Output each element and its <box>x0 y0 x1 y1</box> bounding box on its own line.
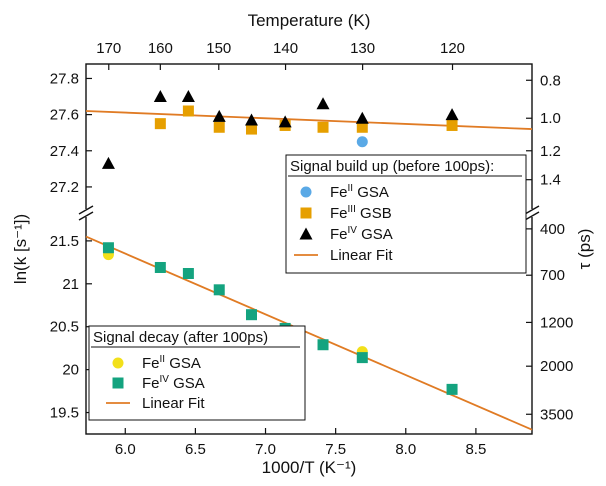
legend-label: FeII GSA <box>330 183 389 201</box>
left-axis: 27.8 27.6 27.4 27.2 21.5 21 20.5 20 19.5 <box>50 70 92 422</box>
square-point <box>182 105 194 117</box>
legend-title: Signal build up (before 100ps): <box>290 158 494 175</box>
legend-marker-swatch <box>112 357 124 369</box>
square-point <box>213 284 225 296</box>
y-tick-label: 27.6 <box>50 107 79 124</box>
square-point <box>446 119 458 131</box>
tau-tick-label: 2000 <box>540 358 573 375</box>
square-point <box>446 383 458 395</box>
top-tick-label: 170 <box>96 40 121 57</box>
tau-tick-label: 1.4 <box>540 172 561 189</box>
legend-label: FeIII GSB <box>330 204 392 222</box>
y-tick-label: 19.5 <box>50 405 79 422</box>
y-tick-label: 27.2 <box>50 179 79 196</box>
legend-entry: FeII GSA <box>300 183 389 201</box>
square-point <box>102 242 114 254</box>
square-point <box>154 118 166 130</box>
square-point <box>245 123 257 135</box>
y-tick-label: 27.4 <box>50 143 79 160</box>
top-tick-label: 160 <box>148 40 173 57</box>
legend-entry: FeII GSA <box>112 354 201 372</box>
square-point <box>154 261 166 273</box>
axis-break-mark <box>524 205 540 215</box>
legend-decay: Signal decay (after 100ps) FeII GSA FeIV G… <box>88 325 306 421</box>
circle-point <box>356 136 368 148</box>
top-tick-label: 120 <box>440 40 465 57</box>
triangle-point <box>278 115 292 128</box>
legend-title: Signal decay (after 100ps) <box>93 329 268 346</box>
legend-box <box>88 325 306 421</box>
tau-tick-label: 0.8 <box>540 72 561 89</box>
legend-marker-swatch <box>299 227 313 240</box>
top-axis: 170 160 150 140 130 120 <box>96 40 465 70</box>
legend-build-up: Signal build up (before 100ps): FeII GSA F… <box>285 154 527 274</box>
square-point <box>356 121 368 133</box>
top-tick-label: 130 <box>350 40 375 57</box>
legend-box <box>285 154 527 274</box>
axis-break-gap <box>78 209 94 217</box>
linear-fit-line <box>85 110 533 130</box>
legend-label: Linear Fit <box>142 395 205 412</box>
x-tick-label: 7.0 <box>255 441 276 458</box>
triangle-point <box>212 109 226 122</box>
axis-break-mark <box>524 211 540 221</box>
legend-entry: Linear Fit <box>106 395 205 412</box>
x-tick-label: 6.0 <box>115 441 136 458</box>
square-point <box>317 339 329 351</box>
square-point <box>213 121 225 133</box>
square-point <box>356 352 368 364</box>
y-tick-label: 20.5 <box>50 319 79 336</box>
y-tick-label: 20 <box>62 362 79 379</box>
triangle-point <box>316 97 330 110</box>
tau-tick-label: 3500 <box>540 406 573 423</box>
legend-entry: FeIII GSB <box>300 204 392 222</box>
legend-marker-swatch <box>300 207 312 219</box>
plot-border <box>85 63 533 435</box>
triangle-point <box>181 90 195 103</box>
legend-entry: FeIV GSA <box>299 225 393 243</box>
tau-tick-label: 700 <box>540 267 565 284</box>
triangle-point <box>445 108 459 121</box>
bottom-axis: 6.0 6.5 7.0 7.5 8.0 8.5 <box>115 428 486 458</box>
y-tick-label: 21.5 <box>50 233 79 250</box>
legend-label: FeIV GSA <box>142 374 205 392</box>
top-tick-label: 150 <box>206 40 231 57</box>
axis-break-mark <box>78 205 94 215</box>
x-tick-label: 7.5 <box>325 441 346 458</box>
legend-label: FeII GSA <box>142 354 201 372</box>
square-point <box>182 267 194 279</box>
square-point <box>245 309 257 321</box>
x-tick-label: 6.5 <box>185 441 206 458</box>
axis-break-gap <box>524 209 540 217</box>
axis-break-mark <box>78 211 94 221</box>
triangle-point <box>355 111 369 124</box>
axis-titles: 1000/T (K⁻¹) Temperature (K) ln(k [s⁻¹]) τ … <box>11 11 594 477</box>
x-tick-label: 8.0 <box>395 441 416 458</box>
legend-marker-swatch <box>112 377 124 389</box>
tau-tick-label: 1.0 <box>540 110 561 127</box>
top-tick-label: 140 <box>273 40 298 57</box>
legend-entry: FeIV GSA <box>112 374 205 392</box>
tau-tick-label: 400 <box>540 221 565 238</box>
y-tick-label: 27.8 <box>50 70 79 87</box>
tau-tick-label: 1200 <box>540 314 573 331</box>
square-point <box>317 121 329 133</box>
x-tick-label: 8.5 <box>465 441 486 458</box>
legend-label: Linear Fit <box>330 247 393 264</box>
right-axis: 0.8 1.0 1.2 1.4 400 700 1200 2000 3500 <box>526 72 573 423</box>
y-tick-label: 21 <box>62 276 79 293</box>
y-axis-title: ln(k [s⁻¹]) <box>11 214 30 284</box>
top-axis-title: Temperature (K) <box>248 11 371 30</box>
triangle-point <box>244 113 258 126</box>
tau-tick-label: 1.2 <box>540 143 561 160</box>
tau-axis-title: τ (ps) <box>575 229 594 270</box>
triangle-point <box>153 90 167 103</box>
legend-label: FeIV GSA <box>330 225 393 243</box>
plot-frame <box>78 63 540 435</box>
legend-entry: Linear Fit <box>294 247 393 264</box>
legend-marker-swatch <box>300 186 312 198</box>
x-axis-title: 1000/T (K⁻¹) <box>262 458 357 477</box>
triangle-point <box>101 156 115 169</box>
